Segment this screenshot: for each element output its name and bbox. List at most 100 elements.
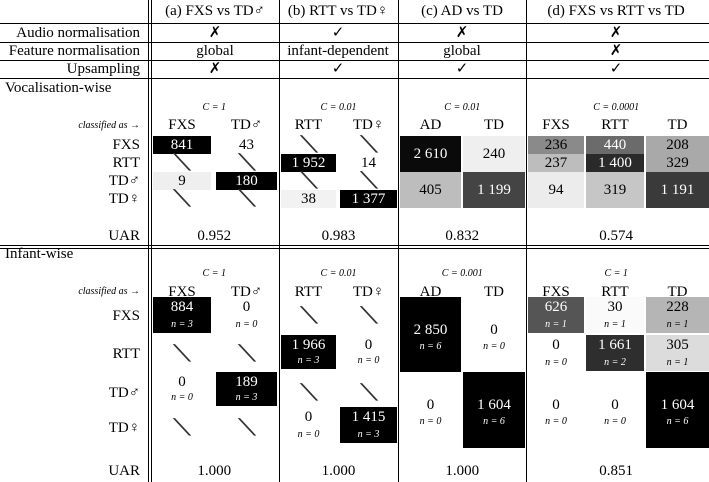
matrix-column-header: TD <box>667 117 688 133</box>
matrix-value: 884 <box>170 299 194 315</box>
infant-count: n = 3 <box>297 355 320 366</box>
matrix-cell <box>528 154 584 172</box>
matrix-cell <box>528 297 584 333</box>
matrix-cell <box>528 136 584 154</box>
matrix-cell <box>646 372 709 448</box>
matrix-column-header: RTT <box>294 117 323 133</box>
matrix-value: 2 850 <box>413 322 448 338</box>
infant-count: n = 0 <box>357 355 380 366</box>
setting-value-c: ✓ <box>455 61 469 77</box>
matrix-cell <box>586 154 644 172</box>
setting-value-d: ✓ <box>609 61 623 77</box>
row-rule <box>0 60 709 61</box>
matrix-value: 180 <box>235 173 258 189</box>
matrix-cell <box>528 172 584 208</box>
matrix-value: 329 <box>666 155 689 171</box>
matrix-value: 0 <box>178 374 186 390</box>
setting-value-a: ✗ <box>208 25 222 41</box>
matrix-cell <box>528 372 584 448</box>
empty-cell-dash: ╲ <box>173 346 191 362</box>
infant-count: n = 0 <box>297 429 320 440</box>
infant-count: n = 1 <box>666 357 689 368</box>
matrix-value: 38 <box>301 191 316 207</box>
empty-cell-dash: ╲ <box>173 155 191 171</box>
empty-cell-dash: ╲ <box>173 191 191 207</box>
infant-count: n = 0 <box>171 392 193 403</box>
infant-count: n = 0 <box>419 416 442 427</box>
row-label: RTT <box>112 346 140 362</box>
matrix-value: 440 <box>603 137 627 153</box>
matrix-value: 405 <box>419 182 442 198</box>
uar-label: UAR <box>108 463 140 479</box>
empty-cell-dash: ╲ <box>360 385 377 401</box>
matrix-value: 0 <box>304 409 313 425</box>
section-rule <box>0 248 709 249</box>
matrix-value: 1 604 <box>477 397 511 413</box>
matrix-value: 1 661 <box>598 337 632 353</box>
uar-label: UAR <box>108 228 140 244</box>
setting-label: Feature normalisation <box>8 43 140 59</box>
empty-cell-dash: ╲ <box>173 420 191 436</box>
matrix-value: 1 191 <box>660 182 695 198</box>
setting-label: Audio normalisation <box>16 25 140 41</box>
matrix-column-header: FXS <box>542 284 570 300</box>
matrix-value: 0 <box>426 397 435 413</box>
matrix-value: 626 <box>544 299 568 315</box>
matrix-column-header: RTT <box>601 117 629 133</box>
column-header-c: (c) AD vs TD <box>421 3 503 19</box>
setting-label: Upsampling <box>66 61 140 77</box>
matrix-cell <box>463 372 525 448</box>
matrix-cell <box>463 172 525 208</box>
hyperparameter-c: C = 0.001 <box>441 268 483 279</box>
matrix-value: 9 <box>178 173 186 189</box>
matrix-column-header: FXS <box>168 284 196 300</box>
section-title-vocalisation: Vocalisation-wise <box>5 80 112 96</box>
setting-value-b: ✓ <box>331 25 345 41</box>
setting-value-a: global <box>196 43 234 59</box>
infant-count: n = 3 <box>235 392 258 403</box>
matrix-cell <box>586 335 644 371</box>
matrix-value: 841 <box>170 137 194 153</box>
uar-value: 0.983 <box>321 228 356 244</box>
matrix-cell <box>400 372 461 448</box>
row-label: TD♀ <box>108 420 140 436</box>
row-label: TD♂ <box>108 385 140 401</box>
empty-cell-dash: ╲ <box>238 155 255 171</box>
infant-count: n = 1 <box>604 319 626 330</box>
matrix-cell <box>153 372 211 406</box>
matrix-value: 0 <box>611 397 619 413</box>
matrix-column-header: RTT <box>601 284 629 300</box>
hyperparameter-c: C = 0.01 <box>444 102 481 113</box>
empty-cell-dash: ╲ <box>238 346 255 362</box>
matrix-cell <box>646 297 709 333</box>
matrix-value: 237 <box>544 155 568 171</box>
section-rule <box>0 78 709 79</box>
header-rule <box>0 23 709 24</box>
section-title-infant: Infant-wise <box>5 246 74 262</box>
matrix-cell <box>281 190 336 208</box>
row-label: TD♂ <box>108 173 140 189</box>
matrix-cell <box>340 190 397 208</box>
matrix-value: 0 <box>364 337 373 353</box>
empty-cell-dash: ╲ <box>300 385 317 401</box>
matrix-column-header: AD <box>419 117 442 133</box>
setting-value-d: ✗ <box>609 25 623 41</box>
matrix-cell <box>216 297 277 333</box>
matrix-cell <box>528 335 584 371</box>
setting-value-c: ✗ <box>455 25 469 41</box>
column-rule <box>151 0 152 482</box>
hyperparameter-c: C = 1 <box>604 268 628 279</box>
matrix-value: 1 400 <box>598 155 632 171</box>
infant-count: n = 1 <box>666 319 689 330</box>
section-rule <box>0 245 709 246</box>
setting-value-c: global <box>443 43 481 59</box>
matrix-column-header: TD♀ <box>352 117 385 133</box>
matrix-cell <box>646 335 709 371</box>
matrix-cell <box>216 172 277 190</box>
matrix-value: 0 <box>552 397 560 413</box>
setting-value-b: infant-dependent <box>287 43 389 59</box>
column-header-b: (b) RTT vs TD♀ <box>287 3 389 19</box>
row-label: RTT <box>112 155 140 171</box>
matrix-cell <box>340 407 397 443</box>
